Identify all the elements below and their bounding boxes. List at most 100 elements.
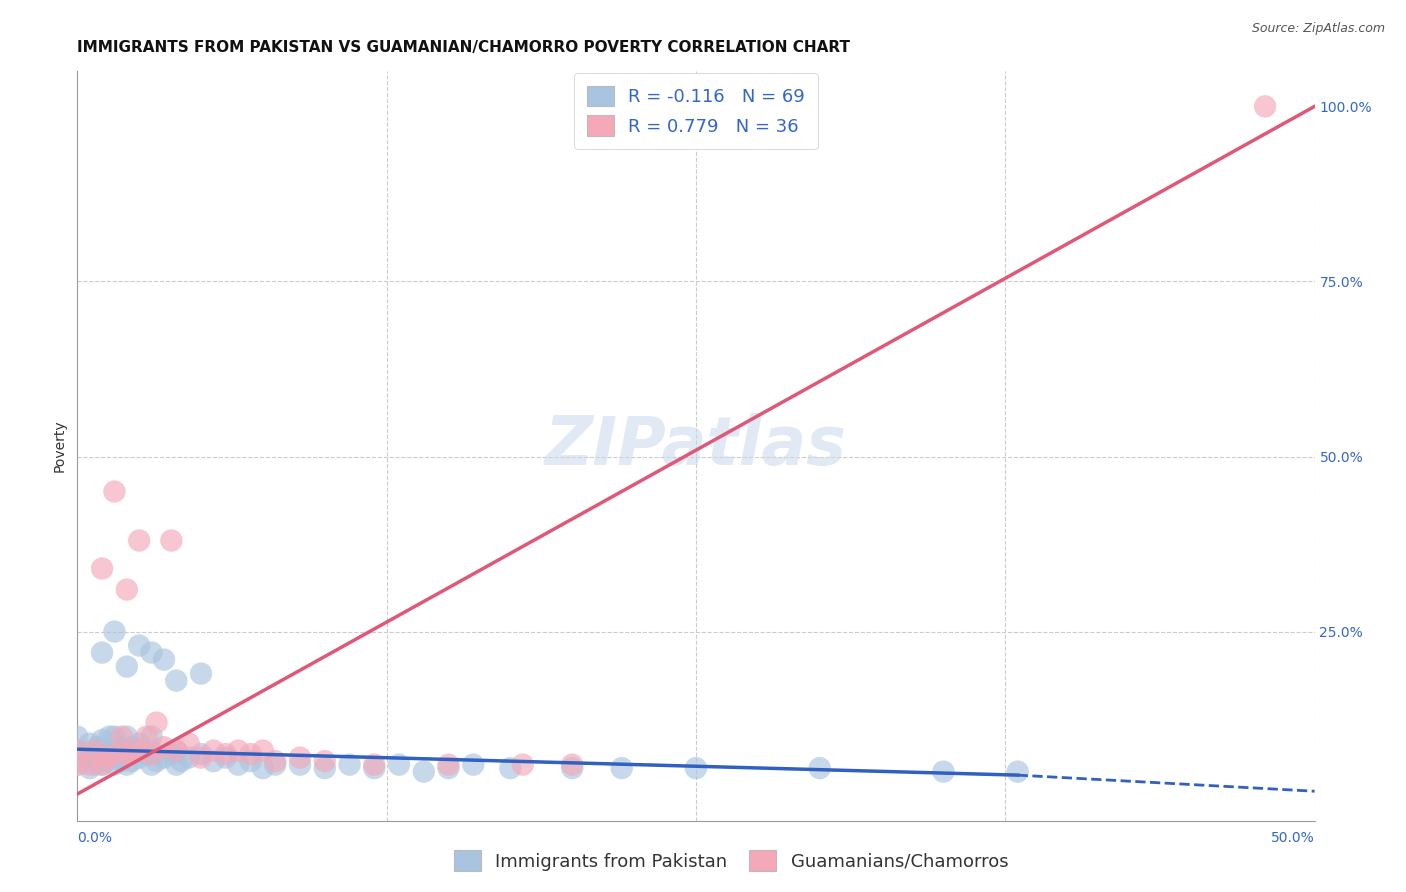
Point bbox=[561, 757, 583, 772]
Point bbox=[932, 764, 955, 779]
Point bbox=[153, 652, 176, 666]
Point bbox=[363, 761, 385, 775]
Point bbox=[66, 730, 89, 744]
Point bbox=[115, 730, 138, 744]
Point bbox=[153, 740, 176, 755]
Point bbox=[96, 754, 118, 768]
Point bbox=[141, 646, 163, 660]
Point bbox=[141, 730, 163, 744]
Point bbox=[165, 757, 187, 772]
Point bbox=[128, 533, 150, 548]
Point bbox=[103, 730, 125, 744]
Point bbox=[145, 754, 167, 768]
Point bbox=[437, 757, 460, 772]
Point bbox=[165, 743, 187, 757]
Point bbox=[115, 582, 138, 597]
Point bbox=[141, 743, 163, 757]
Point bbox=[160, 533, 183, 548]
Point bbox=[135, 747, 157, 761]
Point bbox=[96, 743, 118, 757]
Point bbox=[314, 761, 336, 775]
Point bbox=[463, 757, 485, 772]
Point bbox=[91, 646, 114, 660]
Point bbox=[128, 750, 150, 764]
Point bbox=[288, 757, 311, 772]
Point bbox=[91, 747, 114, 761]
Point bbox=[499, 761, 522, 775]
Point bbox=[412, 764, 434, 779]
Point bbox=[79, 757, 101, 772]
Point bbox=[91, 561, 114, 575]
Point bbox=[1007, 764, 1029, 779]
Point bbox=[103, 747, 125, 761]
Point bbox=[128, 737, 150, 751]
Point bbox=[288, 750, 311, 764]
Point bbox=[215, 747, 238, 761]
Point bbox=[388, 757, 411, 772]
Point bbox=[165, 673, 187, 688]
Point bbox=[239, 754, 262, 768]
Point bbox=[121, 747, 143, 761]
Point bbox=[128, 743, 150, 757]
Point bbox=[190, 750, 212, 764]
Point bbox=[121, 740, 143, 755]
Point bbox=[86, 740, 108, 755]
Point bbox=[115, 659, 138, 673]
Point bbox=[115, 757, 138, 772]
Point bbox=[103, 484, 125, 499]
Point bbox=[103, 624, 125, 639]
Point bbox=[96, 750, 118, 764]
Text: Source: ZipAtlas.com: Source: ZipAtlas.com bbox=[1251, 22, 1385, 36]
Point bbox=[86, 754, 108, 768]
Point bbox=[1254, 99, 1277, 113]
Point bbox=[202, 754, 225, 768]
Point bbox=[79, 737, 101, 751]
Point bbox=[91, 757, 114, 772]
Point bbox=[111, 740, 134, 755]
Point bbox=[98, 730, 121, 744]
Point bbox=[111, 730, 134, 744]
Point bbox=[79, 750, 101, 764]
Point bbox=[610, 761, 633, 775]
Point bbox=[128, 639, 150, 653]
Point bbox=[66, 757, 89, 772]
Point bbox=[177, 750, 200, 764]
Point bbox=[363, 757, 385, 772]
Point bbox=[252, 761, 274, 775]
Point bbox=[83, 743, 105, 757]
Point bbox=[339, 757, 361, 772]
Y-axis label: Poverty: Poverty bbox=[52, 420, 66, 472]
Point bbox=[83, 743, 105, 757]
Point bbox=[437, 761, 460, 775]
Point bbox=[561, 761, 583, 775]
Point bbox=[66, 743, 89, 757]
Point bbox=[252, 743, 274, 757]
Point bbox=[170, 754, 193, 768]
Legend: R = -0.116   N = 69, R = 0.779   N = 36: R = -0.116 N = 69, R = 0.779 N = 36 bbox=[574, 73, 818, 149]
Point bbox=[165, 743, 187, 757]
Point bbox=[685, 761, 707, 775]
Point bbox=[190, 747, 212, 761]
Legend: Immigrants from Pakistan, Guamanians/Chamorros: Immigrants from Pakistan, Guamanians/Cha… bbox=[447, 843, 1015, 879]
Text: 50.0%: 50.0% bbox=[1271, 830, 1315, 845]
Point bbox=[111, 754, 134, 768]
Point bbox=[66, 757, 89, 772]
Text: 0.0%: 0.0% bbox=[77, 830, 112, 845]
Point bbox=[160, 747, 183, 761]
Point bbox=[91, 733, 114, 747]
Point bbox=[91, 757, 114, 772]
Point bbox=[153, 750, 176, 764]
Point bbox=[141, 757, 163, 772]
Point bbox=[264, 754, 287, 768]
Text: ZIPatlas: ZIPatlas bbox=[546, 413, 846, 479]
Point bbox=[145, 715, 167, 730]
Point bbox=[226, 743, 249, 757]
Text: IMMIGRANTS FROM PAKISTAN VS GUAMANIAN/CHAMORRO POVERTY CORRELATION CHART: IMMIGRANTS FROM PAKISTAN VS GUAMANIAN/CH… bbox=[77, 40, 851, 55]
Point bbox=[808, 761, 831, 775]
Point bbox=[177, 737, 200, 751]
Point bbox=[215, 750, 238, 764]
Point bbox=[103, 757, 125, 772]
Point bbox=[226, 757, 249, 772]
Point bbox=[115, 747, 138, 761]
Point bbox=[121, 754, 143, 768]
